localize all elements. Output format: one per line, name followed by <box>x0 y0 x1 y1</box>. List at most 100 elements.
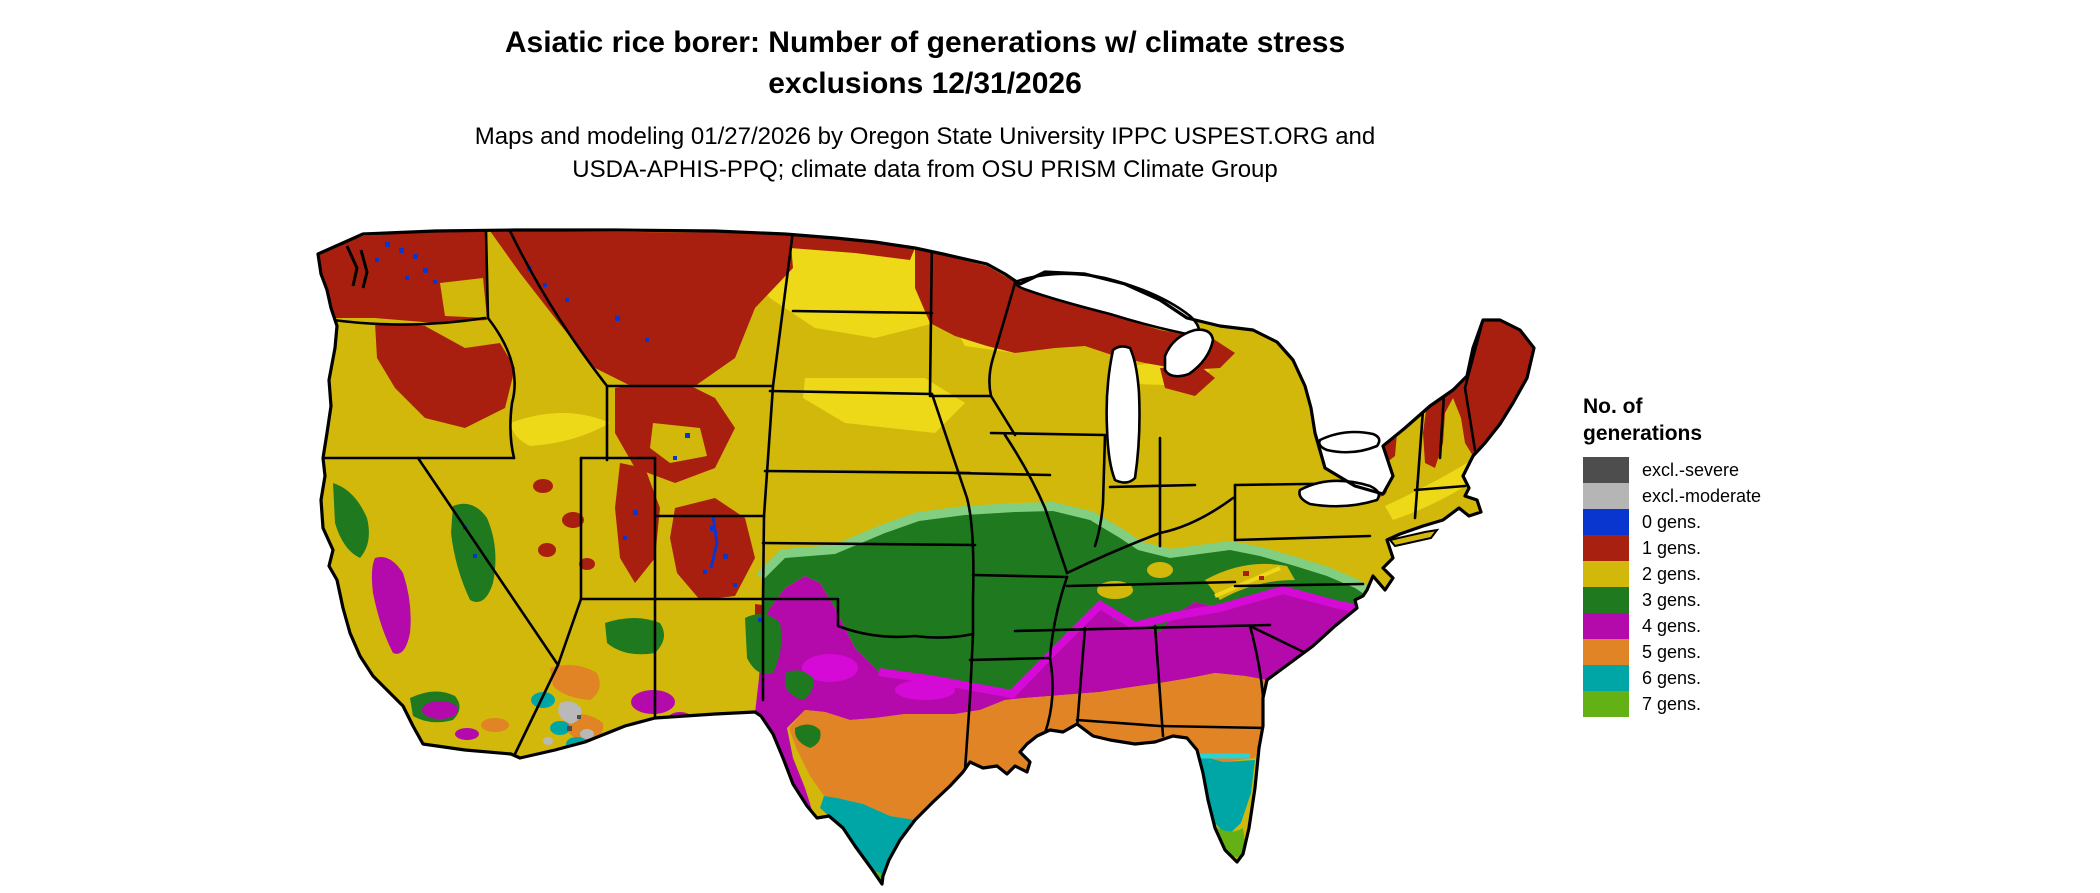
class-2gens-light-snakeplain <box>510 413 610 446</box>
class-1gen-utah <box>615 463 660 583</box>
legend-label: excl.-severe <box>1642 459 1740 480</box>
legend-item: 2 gens. <box>1583 561 1883 587</box>
class-1gen-colorado <box>670 498 755 600</box>
legend-item: 7 gens. <box>1583 691 1883 717</box>
class-3gens-norcal-coast <box>333 483 369 558</box>
class-1gen-maine-newengland <box>1423 320 1534 468</box>
class-1gen-upper-midwest <box>915 248 1235 370</box>
legend-item: 4 gens. <box>1583 613 1883 639</box>
class-1gen-nevada-spot <box>562 512 584 528</box>
title-line-2: exclusions 12/31/2026 <box>768 67 1082 100</box>
class-7gens-keys <box>1244 868 1252 872</box>
legend-title-line-1: No. of <box>1583 395 1643 418</box>
long-island <box>1388 528 1440 548</box>
class-3gens-newmexico-south <box>785 670 814 700</box>
page-title: Asiatic rice borer: Number of generation… <box>0 22 1850 104</box>
legend-swatch <box>1583 509 1629 535</box>
class-4gens-bright-texas <box>802 654 858 682</box>
legend-label: 6 gens. <box>1642 667 1702 688</box>
legend-item: 1 gens. <box>1583 535 1883 561</box>
credits-line-1: Maps and modeling 01/27/2026 by Oregon S… <box>474 123 1376 150</box>
class-excl-moderate-arizona <box>558 701 582 724</box>
class-4gens-bright-oklahoma <box>895 680 955 700</box>
legend-label: excl.-moderate <box>1642 485 1762 506</box>
lake-ontario <box>1318 430 1381 454</box>
map-svg <box>316 228 1536 886</box>
legend-title-line-2: generations <box>1583 422 1703 445</box>
legend-label: 5 gens. <box>1642 641 1702 662</box>
class-7gens-keys <box>1218 867 1228 873</box>
legend-item: 5 gens. <box>1583 639 1883 665</box>
legend-swatch <box>1583 613 1629 639</box>
legend-item: excl.-moderate <box>1583 483 1883 509</box>
us-outline <box>316 228 1536 886</box>
class-1gen-appalachian-spot <box>1243 571 1249 576</box>
legend-label: 7 gens. <box>1642 693 1702 714</box>
credits-line-2: USDA-APHIS-PPQ; climate data from OSU PR… <box>572 156 1278 183</box>
legend-item: excl.-severe <box>1583 457 1883 483</box>
legend-swatch <box>1583 665 1629 691</box>
map-legend: No. of generations excl.-severe excl.-mod… <box>1583 393 1883 717</box>
class-excl-moderate-arizona <box>543 737 553 745</box>
class-6gens-arizona <box>531 692 555 708</box>
legend-item: 0 gens. <box>1583 509 1883 535</box>
class-4gens-socal <box>422 701 458 719</box>
legend-title: No. of generations <box>1583 393 1883 447</box>
class-1gen-oregon <box>375 323 515 428</box>
legend-label: 4 gens. <box>1642 615 1702 636</box>
legend-swatch <box>1583 483 1629 509</box>
legend-swatch <box>1583 587 1629 613</box>
class-2gens-light-appalachian <box>1214 566 1281 598</box>
state-borders <box>318 230 1485 772</box>
legend-swatch <box>1583 639 1629 665</box>
class-2gens-bluegrass <box>1147 562 1173 578</box>
class-1gen-nevada-spot <box>538 543 556 557</box>
legend-label: 1 gens. <box>1642 537 1702 558</box>
legend-swatch <box>1583 561 1629 587</box>
class-4gens-band <box>755 576 1357 820</box>
class-7gens-keys <box>1231 870 1241 876</box>
class-6gens-arizona <box>550 721 570 735</box>
class-4gens-central-valley <box>371 557 411 654</box>
legend-swatch <box>1583 457 1629 483</box>
us-generations-map <box>315 228 1540 888</box>
class-excl-moderate-arizona <box>580 729 594 739</box>
class-3gens-davis-mts <box>795 724 821 748</box>
great-lakes <box>1013 272 1381 508</box>
class-4gens-se-arizona <box>631 690 675 714</box>
lake-huron <box>1163 328 1215 378</box>
class-6gens-south-texas <box>820 796 915 884</box>
legend-label: 3 gens. <box>1642 589 1702 610</box>
class-2gens-palouse <box>440 278 487 318</box>
legend-label: 0 gens. <box>1642 511 1702 532</box>
class-3gens-sierra <box>451 503 496 602</box>
legend-swatch <box>1583 535 1629 561</box>
class-4gens-socal <box>455 728 479 740</box>
class-1gen-nevada-spot <box>579 558 595 570</box>
class-1gen-idaho-montana <box>490 231 793 393</box>
class-3gens-arizona-mts <box>605 618 664 655</box>
lake-michigan <box>1105 345 1141 484</box>
class-3gens-band <box>763 511 1367 694</box>
map-credits: Maps and modeling 01/27/2026 by Oregon S… <box>0 120 1850 186</box>
coastal-details <box>345 245 1440 548</box>
class-4gens-bright-edge <box>878 585 1356 699</box>
class-5gens-band <box>789 664 1290 820</box>
class-5gens-arizona <box>550 664 600 700</box>
legend-item: 3 gens. <box>1583 587 1883 613</box>
legend-item: 6 gens. <box>1583 665 1883 691</box>
class-excl-severe-arizona <box>567 726 572 731</box>
lake-erie <box>1298 479 1381 508</box>
class-5gens-california-desert <box>481 718 509 732</box>
class-7gens-florida-tip <box>1213 826 1245 858</box>
legend-rows: excl.-severe excl.-moderate 0 gens. 1 gens.… <box>1583 457 1883 717</box>
legend-label: 2 gens. <box>1642 563 1702 584</box>
raster-classes <box>318 230 1534 884</box>
class-1gen-northdakota-strip <box>787 233 915 260</box>
class-2gens-wyoming-basin <box>650 423 707 463</box>
class-1gen-nevada-spot <box>533 479 553 493</box>
class-excl-severe-arizona <box>577 715 581 719</box>
title-line-1: Asiatic rice borer: Number of generation… <box>504 26 1346 59</box>
legend-swatch <box>1583 691 1629 717</box>
class-1gen-appalachian-spot <box>1259 576 1264 580</box>
